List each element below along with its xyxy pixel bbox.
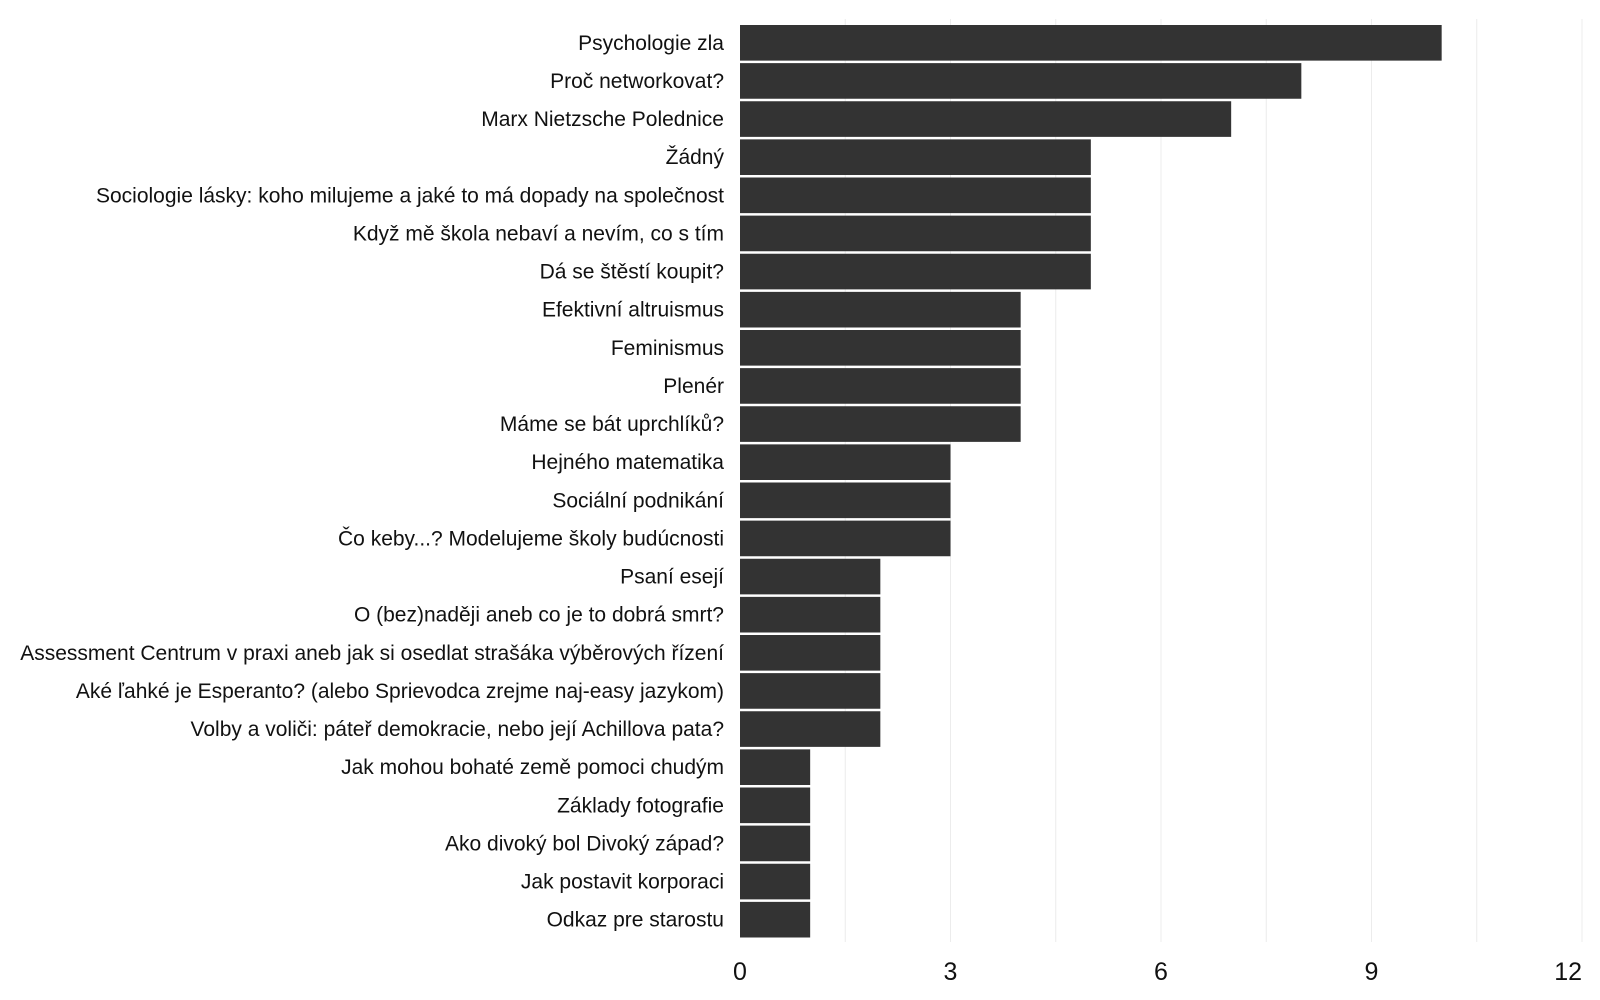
bar [740, 101, 1232, 137]
bar [740, 863, 811, 900]
bar [740, 25, 1442, 61]
bar [740, 596, 881, 633]
category-label: Volby a voliči: páteř demokracie, nebo j… [191, 718, 724, 741]
category-label: Jak mohou bohaté země pomoci chudým [341, 756, 724, 779]
category-label: Feminismus [611, 337, 724, 360]
category-label: Čo keby...? Modelujeme školy budúcnosti [338, 527, 724, 550]
bar [740, 635, 881, 671]
category-label: Jak postavit korporaci [521, 871, 724, 894]
bar [740, 368, 1021, 404]
x-tick-label: 9 [1365, 958, 1379, 986]
bar [740, 711, 881, 747]
bar [740, 63, 1302, 99]
bar [740, 444, 951, 480]
bar [740, 749, 811, 785]
bar [740, 482, 951, 519]
category-label: Žádný [666, 146, 725, 169]
bar [740, 406, 1021, 442]
x-tick-label: 6 [1154, 958, 1168, 986]
x-tick-label: 12 [1554, 958, 1582, 986]
bar [740, 330, 1021, 366]
category-label: Základy fotografie [557, 794, 724, 817]
category-label: Plenér [663, 375, 724, 398]
category-label: Marx Nietzsche Polednice [481, 108, 724, 131]
bar [740, 291, 1021, 328]
category-labels: Psychologie zla Proč networkovat? Marx Nie… [20, 32, 724, 932]
bars [740, 25, 1442, 938]
category-label: Odkaz pre starostu [547, 909, 724, 932]
bar [740, 673, 881, 709]
bar [740, 520, 951, 557]
category-label: Sociální podnikání [552, 489, 724, 512]
x-tick-label: 3 [944, 958, 958, 986]
category-label: Sociologie lásky: koho milujeme a jaké t… [96, 184, 724, 207]
category-label: Máme se bát uprchlíků? [500, 413, 724, 436]
category-label: Efektivní altruismus [542, 299, 724, 322]
category-label: Psychologie zla [578, 32, 724, 55]
bar [740, 825, 811, 862]
bar [740, 901, 811, 938]
bar [740, 139, 1091, 175]
x-tick-label: 0 [733, 958, 747, 986]
category-label: Assessment Centrum v praxi aneb jak si o… [20, 642, 724, 665]
category-label: Aké ľahké je Esperanto? (alebo Sprievodc… [76, 680, 724, 703]
category-label: Dá se štěstí koupit? [540, 261, 724, 284]
bar [740, 253, 1091, 290]
x-axis-tick-labels: 0 3 6 9 12 [733, 958, 1582, 986]
bar [740, 215, 1091, 252]
category-label: Ako divoký bol Divoký západ? [445, 832, 724, 855]
category-label: Proč networkovat? [550, 70, 724, 93]
bar [740, 787, 811, 824]
bar [740, 177, 1091, 214]
category-label: Když mě škola nebaví a nevím, co s tím [353, 222, 724, 245]
category-label: O (bez)naději aneb co je to dobrá smrt? [354, 604, 724, 627]
category-label: Hejného matematika [531, 451, 724, 474]
category-label: Psaní esejí [620, 566, 724, 589]
bar [740, 558, 881, 595]
